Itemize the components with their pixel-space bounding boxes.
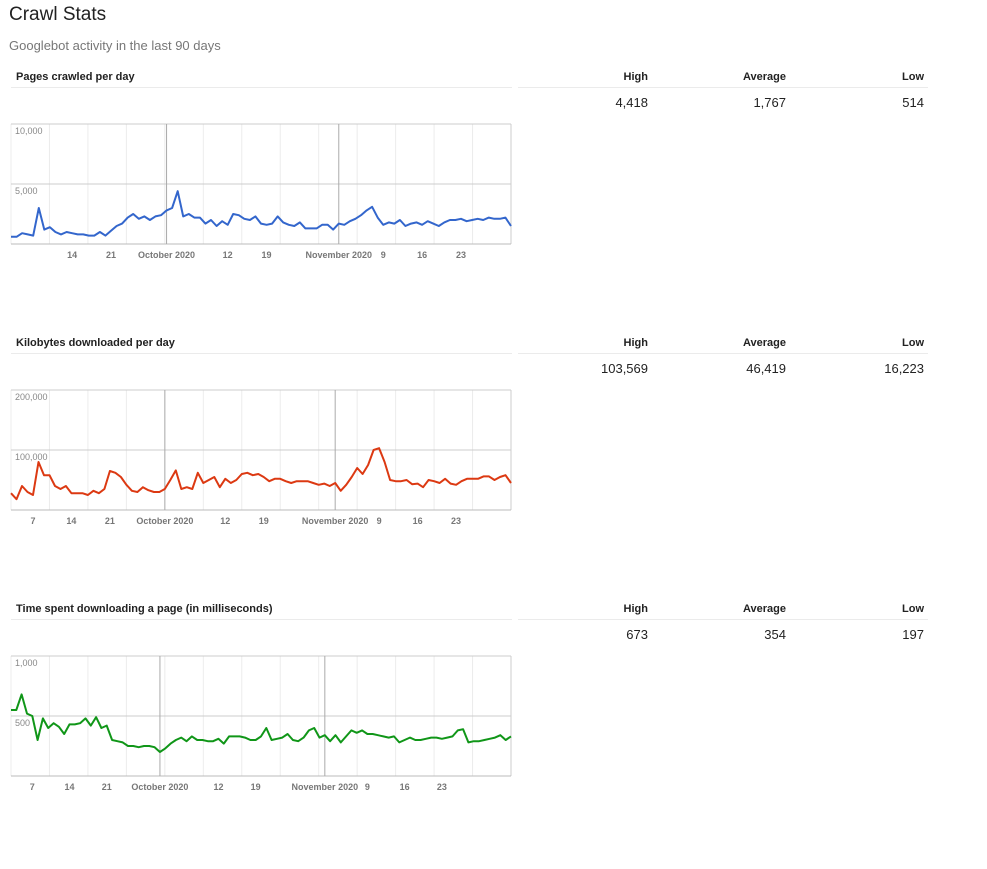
x-tick-label: 9 [381, 250, 386, 260]
divider [11, 353, 512, 354]
divider [11, 619, 512, 620]
x-tick-label: 21 [106, 250, 116, 260]
x-tick-label: 16 [413, 516, 423, 526]
low-label: Low [902, 337, 924, 349]
average-value: 46,419 [746, 361, 786, 376]
average-value: 354 [764, 627, 786, 642]
low-label: Low [902, 71, 924, 83]
y-tick-label: 10,000 [15, 126, 43, 136]
x-tick-label: 19 [251, 782, 261, 792]
x-tick-label: 23 [451, 516, 461, 526]
x-tick-label: 12 [223, 250, 233, 260]
average-label: Average [742, 71, 786, 83]
x-tick-label: 7 [30, 516, 35, 526]
divider [518, 87, 928, 88]
divider [518, 353, 928, 354]
divider [518, 619, 928, 620]
y-tick-label: 500 [15, 718, 30, 728]
high-label: High [623, 71, 648, 83]
x-tick-label: 19 [262, 250, 272, 260]
x-tick-label: 14 [67, 250, 77, 260]
y-tick-label: 200,000 [15, 392, 48, 402]
series-line [10, 447, 512, 501]
y-tick-label: 1,000 [15, 658, 38, 668]
page-title: Crawl Stats [9, 4, 107, 25]
x-tick-label: 14 [65, 782, 75, 792]
x-tick-label: 23 [456, 250, 466, 260]
high-label: High [623, 603, 648, 615]
x-tick-label: November 2020 [306, 250, 373, 260]
average-value: 1,767 [753, 95, 786, 110]
x-tick-label: 9 [365, 782, 370, 792]
low-value: 197 [902, 627, 924, 642]
average-label: Average [742, 337, 786, 349]
section-title: Pages crawled per day [16, 71, 135, 83]
x-tick-label: 12 [220, 516, 230, 526]
x-tick-label: October 2020 [136, 516, 193, 526]
x-tick-label: 19 [259, 516, 269, 526]
x-tick-label: 16 [417, 250, 427, 260]
low-value: 514 [902, 95, 924, 110]
time-spent-section: Time spent downloading a page (in millis… [0, 603, 987, 869]
x-tick-label: 23 [437, 782, 447, 792]
page-subtitle: Googlebot activity in the last 90 days [9, 38, 221, 53]
x-tick-label: 9 [377, 516, 382, 526]
low-value: 16,223 [884, 361, 924, 376]
x-tick-label: 21 [105, 516, 115, 526]
divider [11, 87, 512, 88]
kilobytes-downloaded-chart[interactable]: 200,000 100,000 7 14 21 October 2020 12 19 Novem… [0, 373, 520, 533]
x-tick-label: November 2020 [292, 782, 359, 792]
average-label: Average [742, 603, 786, 615]
x-tick-label: November 2020 [302, 516, 369, 526]
pages-crawled-section: Pages crawled per day High Average Low 4… [0, 71, 987, 337]
y-tick-label: 5,000 [15, 186, 38, 196]
high-value: 673 [626, 627, 648, 642]
x-tick-label: 14 [66, 516, 76, 526]
x-tick-label: 21 [102, 782, 112, 792]
kilobytes-downloaded-section: Kilobytes downloaded per day High Averag… [0, 337, 987, 603]
x-tick-label: October 2020 [131, 782, 188, 792]
y-tick-label: 100,000 [15, 452, 48, 462]
high-value: 103,569 [601, 361, 648, 376]
high-value: 4,418 [615, 95, 648, 110]
series-line [11, 190, 512, 238]
x-tick-label: 12 [213, 782, 223, 792]
low-label: Low [902, 603, 924, 615]
section-title: Time spent downloading a page (in millis… [16, 603, 273, 615]
series-line [11, 693, 512, 753]
x-tick-label: 7 [30, 782, 35, 792]
pages-crawled-chart[interactable]: 10,000 5,000 14 21 October 2020 12 19 November … [0, 107, 520, 267]
x-tick-label: October 2020 [138, 250, 195, 260]
section-title: Kilobytes downloaded per day [16, 337, 175, 349]
high-label: High [623, 337, 648, 349]
time-spent-chart[interactable]: 1,000 500 7 14 21 October 2020 12 19 November 20… [0, 639, 520, 799]
x-tick-label: 16 [400, 782, 410, 792]
